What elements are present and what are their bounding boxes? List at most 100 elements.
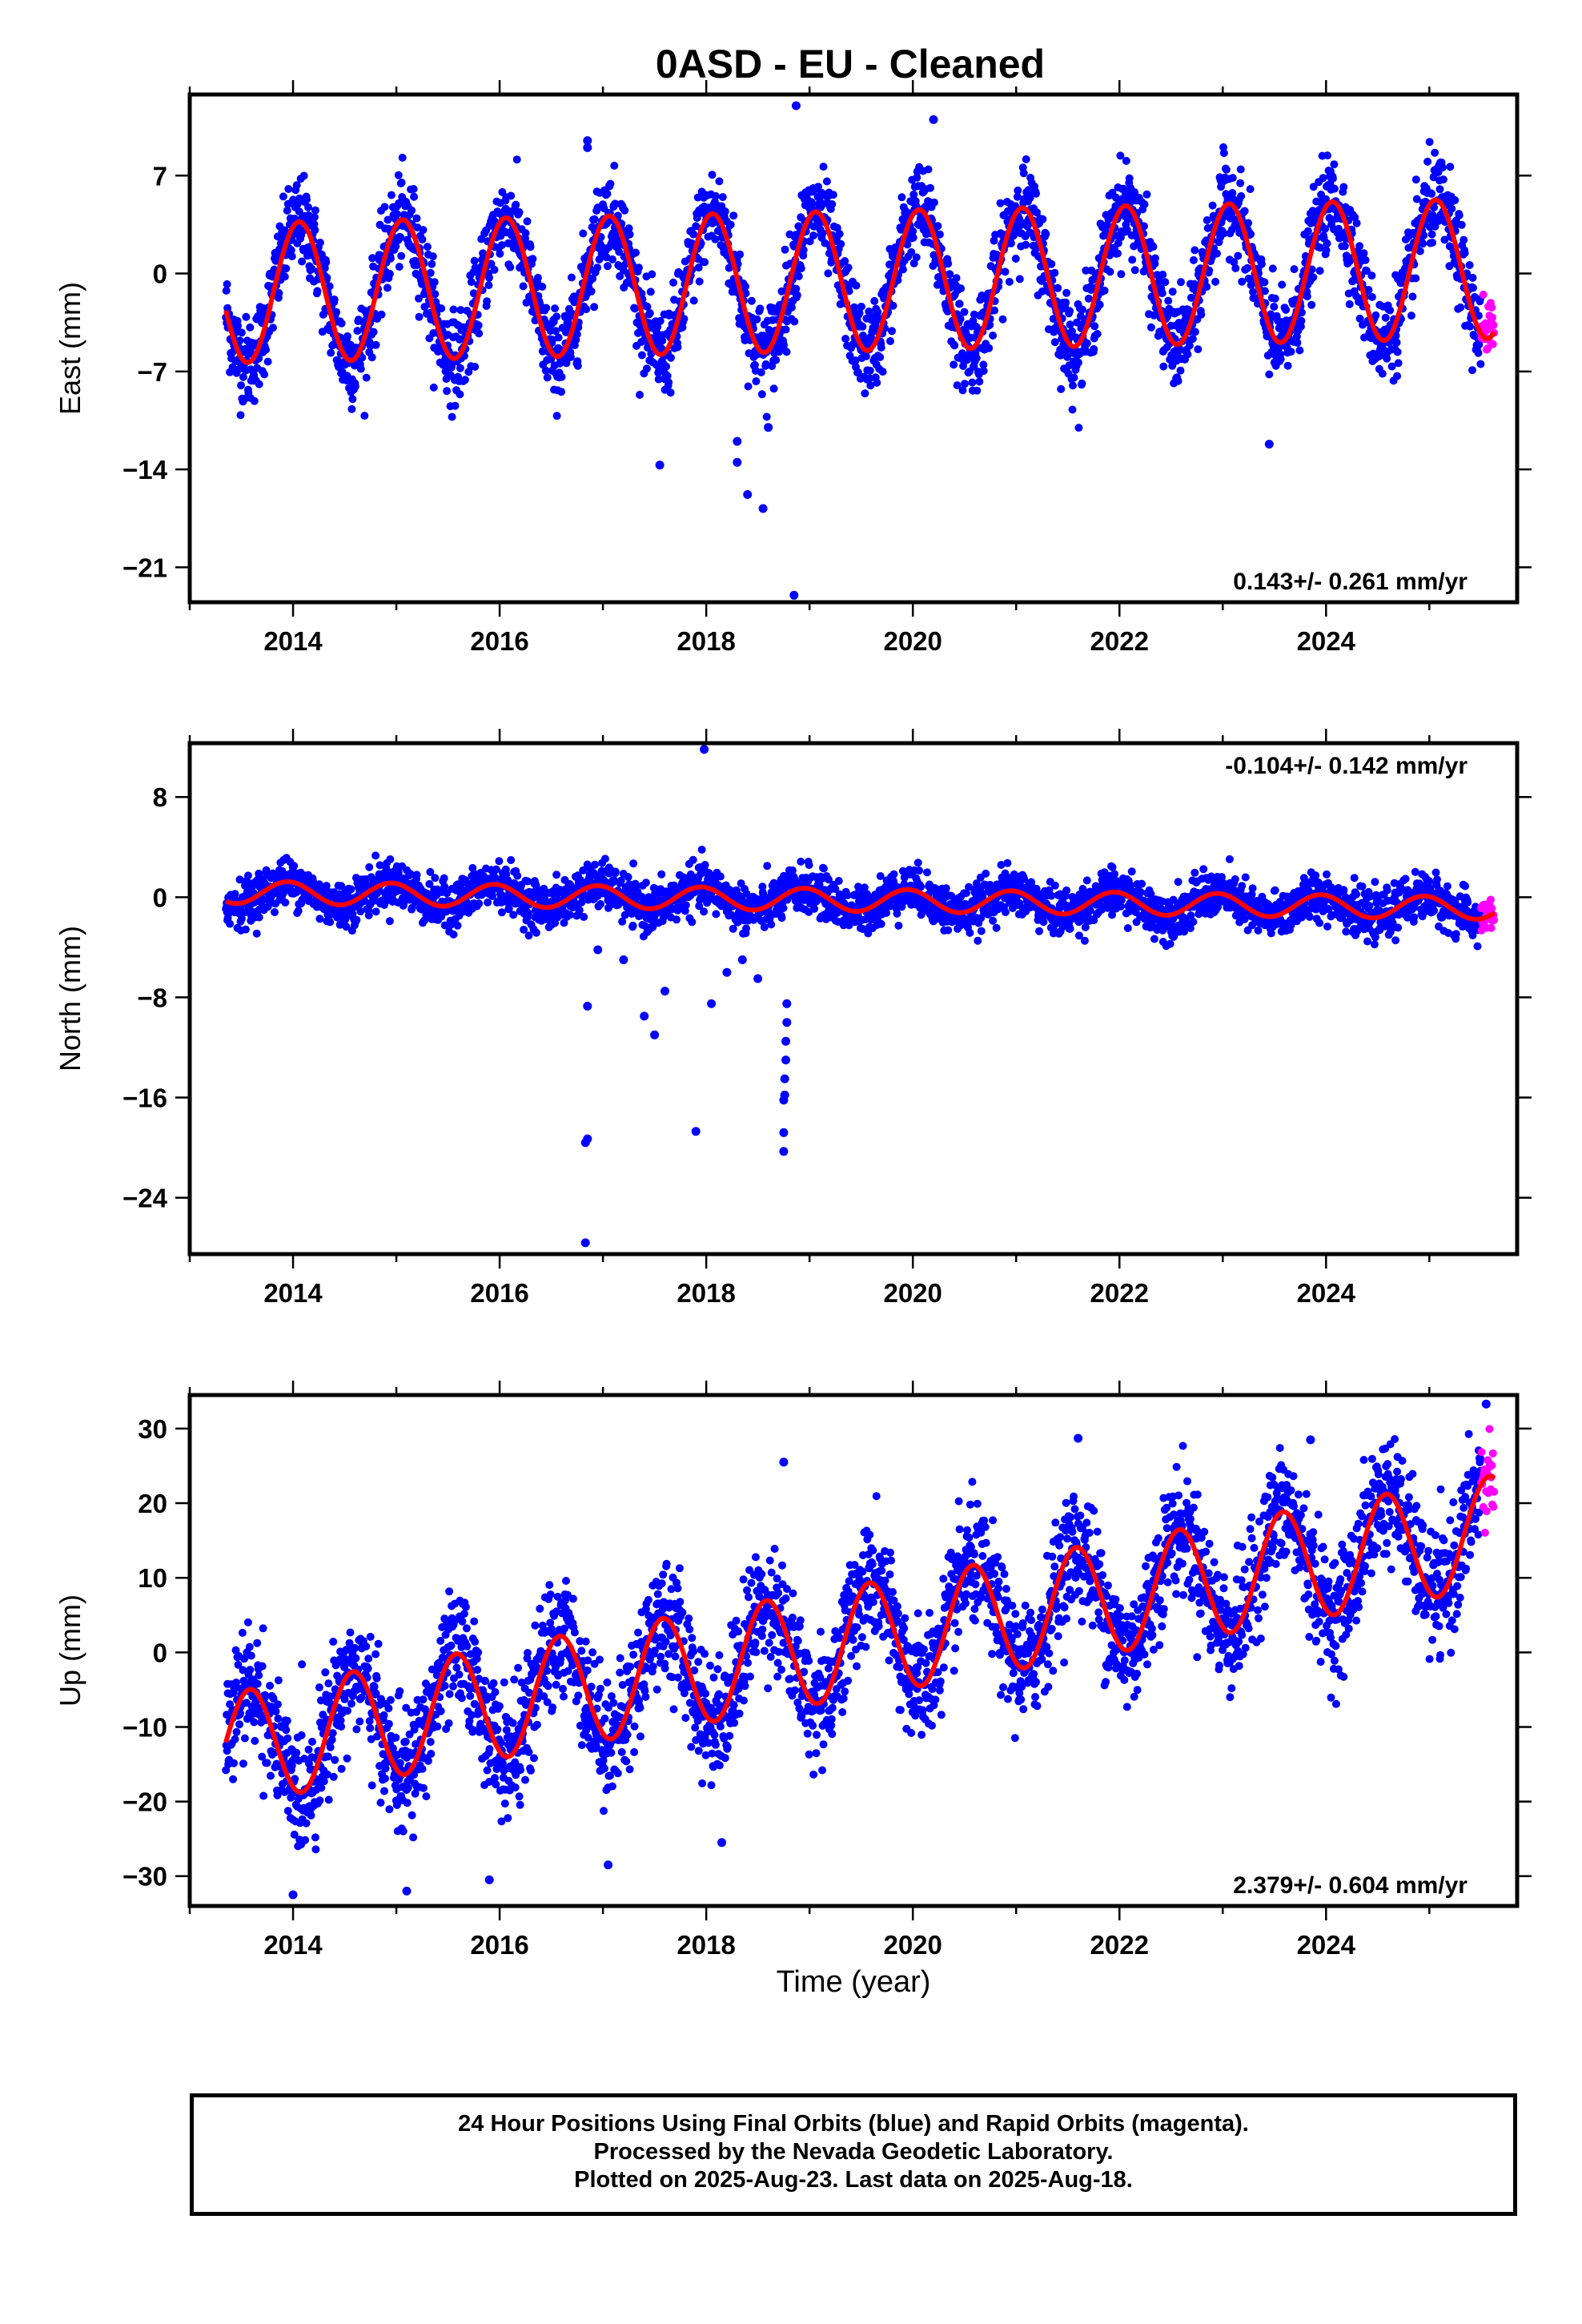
north-final-point [889,870,898,879]
east-final-point [1243,263,1252,272]
north-final-point [600,854,609,863]
east-final-point [391,242,400,251]
east-final-point [1386,306,1395,315]
east-final-point [841,335,850,343]
east-final-point [855,308,864,317]
east-final-point [1457,220,1466,229]
east-final-point [299,171,308,180]
east-final-point [1176,366,1185,375]
east-final-point [852,281,861,290]
east-y-tick-label: 0 [153,259,167,289]
east-final-point [1268,264,1277,273]
east-final-point [1431,148,1439,157]
north-final-point [356,907,365,915]
north-final-point [426,867,435,876]
east-final-point [449,305,458,314]
east-final-point [1297,308,1306,317]
east-final-point [528,255,537,263]
north-final-point [326,918,335,927]
north-final-point [689,855,697,864]
east-final-point [1460,249,1469,257]
east-final-point [656,316,665,325]
east-final-point [237,381,245,390]
east-final-point [538,283,547,291]
east-final-point [330,296,339,304]
east-final-point [841,257,849,265]
east-final-point [1446,163,1455,171]
east-y-tick-label: 7 [153,161,167,191]
east-final-point [1468,273,1477,282]
east-final-point [593,263,602,272]
north-final-point [575,906,584,915]
east-final-point [1474,312,1483,320]
east-final-point [602,253,611,262]
east-final-point [448,412,456,421]
east-final-point [572,330,581,339]
east-final-point [385,269,394,278]
east-final-point [898,265,907,274]
north-final-point [255,913,263,922]
east-final-point [851,356,860,365]
east-final-point [1371,311,1380,320]
north-final-point [624,873,632,882]
east-final-point [323,273,331,282]
east-final-point [636,391,644,399]
north-final-point [408,903,416,912]
east-final-point [1468,366,1476,375]
east-final-point [228,363,237,372]
east-final-point [998,315,1007,324]
east-final-point [714,227,723,235]
east-final-point [255,380,263,388]
east-final-point [794,222,803,231]
east-final-point [689,296,698,305]
east-final-point [909,190,918,199]
east-final-point [287,252,296,261]
east-final-point [986,320,994,329]
east-final-point [1428,239,1437,247]
east-final-point [1474,348,1483,357]
east-final-point [1150,254,1159,263]
east-final-point [1074,358,1082,367]
east-final-point [958,386,967,395]
east-final-point [1014,186,1022,195]
east-final-point [412,214,421,223]
east-final-point [909,233,917,242]
east-final-point [933,280,942,289]
east-final-point [1050,338,1059,347]
east-final-point [711,191,720,200]
east-final-point [1309,273,1318,282]
east-final-point [1427,190,1436,198]
east-rapid-point [1479,290,1488,299]
east-final-point [1042,230,1050,239]
east-final-point [325,282,334,291]
north-final-point [688,918,697,927]
east-final-point [1460,235,1468,244]
east-final-point [858,322,867,331]
east-final-point [262,345,271,354]
figure-title: 0ASD - EU - Cleaned [656,42,1045,86]
east-final-point [303,195,311,204]
east-final-point [876,353,885,361]
east-final-point [1359,249,1368,258]
north-final-point [290,862,299,870]
east-final-point [1038,215,1047,223]
east-final-point [467,278,476,287]
east-final-point [1466,322,1475,331]
east-final-point [1068,405,1077,414]
east-final-point [1367,292,1376,301]
east-final-point [1084,294,1093,303]
east-final-point [1011,255,1020,263]
east-final-point [526,243,535,251]
north-final-point [342,923,351,931]
east-final-point [1164,296,1173,305]
east-final-point [515,208,524,216]
east-final-point [1430,203,1439,211]
east-final-point [1050,268,1059,277]
east-final-point [1082,266,1090,275]
east-final-point [423,243,432,251]
east-x-tick-label: 2024 [1297,626,1356,656]
east-final-point [310,219,319,228]
east-final-point [1090,322,1099,331]
east-final-point [1476,360,1485,368]
